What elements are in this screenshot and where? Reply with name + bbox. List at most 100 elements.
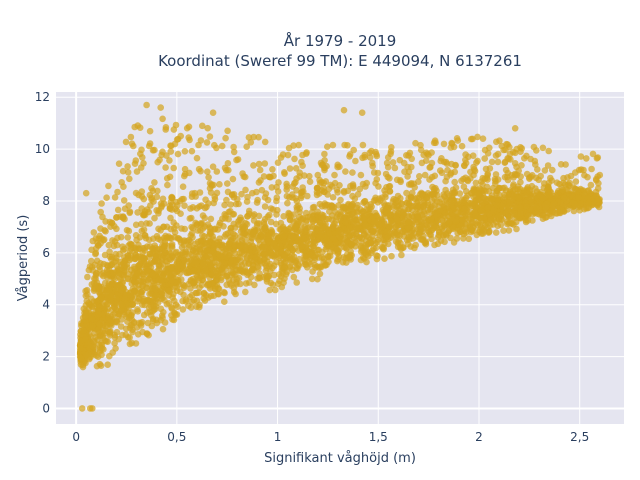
data-point <box>105 328 112 335</box>
data-point <box>127 313 135 320</box>
data-point <box>293 279 301 286</box>
data-point <box>326 208 333 215</box>
data-point <box>141 232 149 239</box>
data-point <box>376 221 383 228</box>
data-point <box>246 279 253 286</box>
data-point <box>193 221 201 229</box>
data-point <box>215 251 223 258</box>
data-point <box>185 134 192 141</box>
data-point <box>301 227 309 235</box>
data-point <box>546 191 553 199</box>
data-point <box>320 179 328 187</box>
data-point <box>174 263 181 270</box>
data-point <box>210 254 218 261</box>
data-point <box>291 180 298 187</box>
data-point <box>461 162 468 170</box>
data-point <box>427 231 435 239</box>
data-point <box>98 294 105 302</box>
data-point <box>452 218 460 225</box>
data-point <box>306 178 314 185</box>
data-point <box>394 209 402 217</box>
data-point <box>250 133 257 141</box>
data-point <box>382 190 389 198</box>
data-point <box>528 206 535 213</box>
data-point <box>479 135 487 142</box>
data-point <box>434 234 442 241</box>
data-point <box>221 201 228 209</box>
data-point <box>504 220 511 228</box>
chart-title-line-2: Koordinat (Sweref 99 TM): E 449094, N 61… <box>158 52 522 70</box>
data-point <box>408 212 416 219</box>
data-point <box>145 304 153 312</box>
data-point <box>111 275 119 282</box>
data-point <box>417 141 424 149</box>
data-point <box>261 138 269 146</box>
data-point <box>180 284 188 292</box>
x-tick-label: 2,5 <box>570 430 589 444</box>
data-point <box>492 177 499 185</box>
data-point <box>111 304 118 311</box>
data-point <box>178 225 185 232</box>
data-point <box>161 296 168 304</box>
data-point <box>493 218 500 226</box>
data-point <box>136 261 143 269</box>
data-point <box>90 229 98 236</box>
data-point <box>117 276 124 283</box>
data-point <box>418 190 426 198</box>
data-point <box>245 210 253 218</box>
data-point <box>216 181 223 188</box>
data-point <box>133 236 140 244</box>
data-point <box>273 211 280 218</box>
data-point <box>213 168 221 175</box>
data-point <box>440 191 447 198</box>
data-point <box>267 218 275 226</box>
data-point <box>341 244 349 251</box>
data-point <box>206 133 214 140</box>
data-point <box>168 277 176 284</box>
data-point <box>564 186 571 194</box>
data-point <box>105 241 113 249</box>
data-point <box>310 238 317 246</box>
data-point <box>197 167 204 175</box>
data-point <box>190 280 197 287</box>
data-point <box>112 345 119 352</box>
data-point <box>302 218 310 225</box>
data-point <box>564 206 571 213</box>
data-point <box>506 150 514 158</box>
data-point <box>81 312 89 320</box>
data-point <box>115 269 122 277</box>
data-point <box>517 210 524 217</box>
data-point <box>297 194 305 202</box>
data-point <box>120 245 128 253</box>
data-point <box>286 263 294 271</box>
data-point <box>293 187 300 194</box>
data-point <box>171 310 179 317</box>
data-point <box>342 218 349 226</box>
data-point <box>179 306 187 313</box>
data-point <box>82 189 90 197</box>
y-tick-label: 4 <box>42 298 50 312</box>
data-point <box>284 151 292 159</box>
data-point <box>117 286 125 294</box>
data-point <box>98 200 105 207</box>
data-point <box>277 259 285 267</box>
data-point <box>316 232 324 240</box>
data-point <box>131 288 139 295</box>
data-point <box>233 279 240 286</box>
data-point <box>111 334 119 341</box>
data-point <box>92 245 100 252</box>
data-point <box>524 212 532 219</box>
data-point <box>164 181 171 189</box>
data-point <box>223 281 230 289</box>
data-point <box>130 142 137 150</box>
data-point <box>326 252 334 260</box>
data-point <box>109 312 116 319</box>
data-point <box>329 141 337 149</box>
data-point <box>468 226 475 234</box>
data-point <box>487 217 495 224</box>
data-point <box>259 231 267 238</box>
data-point <box>191 189 199 197</box>
data-point <box>451 178 459 186</box>
data-point <box>107 223 114 230</box>
data-point <box>284 199 291 207</box>
